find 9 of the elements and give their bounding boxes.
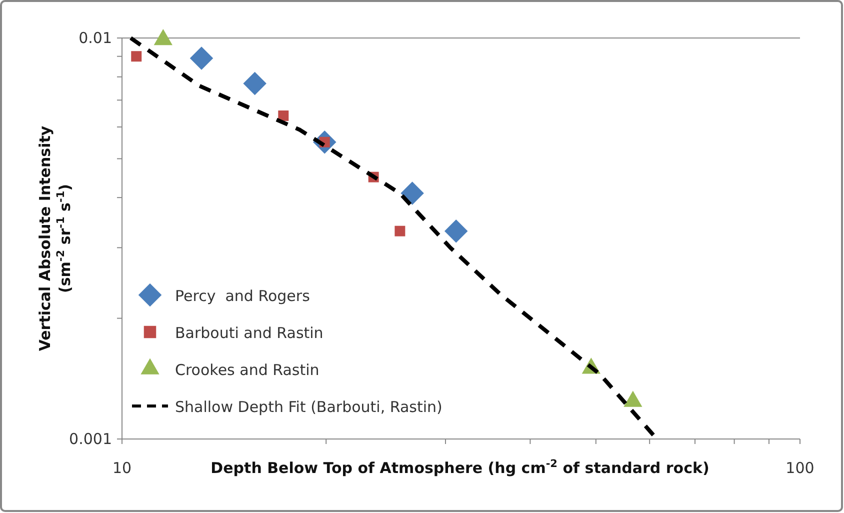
legend-label: Percy and Rogers [175,287,310,305]
x-tick-label: 10 [112,459,132,477]
legend-label: Shallow Depth Fit (Barbouti, Rastin) [175,398,442,416]
y-tick-label: 0.01 [78,29,112,47]
x-axis-title: Depth Below Top of Atmosphere (hg cm$^{-2}$ of standard rock) [210,458,710,477]
legend-label: Crookes and Rastin [175,361,320,379]
y-tick-label: 0.001 [69,430,112,448]
legend-label: Barbouti and Rastin [175,324,324,342]
x-tick-label: 100 [786,459,814,477]
